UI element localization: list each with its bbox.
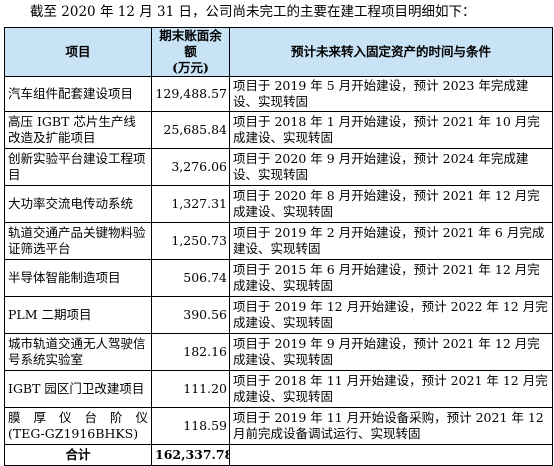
table-row: 轨道交通产品关键物料验证筛选平台 1,250.73 项目于 2019 年 2 月… — [4, 222, 553, 260]
total-row: 合计 162,337.78 — [4, 444, 553, 466]
table-row: 膜厚仪台阶仪 (TEG-GZ1916BHKS) 118.59 项目于 2019 … — [4, 407, 553, 445]
table-row: 半导体智能制造项目 506.74 项目于 2015 年 6 月开始建设，预计 2… — [4, 259, 553, 297]
project-condition: 项目于 2020 年 8 月开始建设，预计 2021 年 12 月完成建设、实现… — [229, 185, 553, 223]
total-condition-empty — [229, 444, 553, 466]
header-balance: 期末账面余额 (万元) — [151, 27, 230, 77]
project-name: 大功率交流电传动系统 — [4, 185, 152, 223]
table-row: IGBT 园区门卫改建项目 111.20 项目于 2018 年 11 月开始建设… — [4, 370, 553, 408]
header-project: 项目 — [4, 27, 152, 77]
total-amount: 162,337.78 — [151, 444, 230, 466]
project-amount: 390.56 — [151, 296, 230, 334]
project-name: 膜厚仪台阶仪 (TEG-GZ1916BHKS) — [4, 407, 152, 445]
project-amount: 111.20 — [151, 370, 230, 408]
project-condition: 项目于 2019 年 9 月开始建设，预计 2021 年 12 月完成建设、实现… — [229, 333, 553, 371]
project-condition: 项目于 2019 年 5 月开始建设，预计 2023 年完成建设、实现转固 — [229, 76, 553, 112]
project-name: 轨道交通产品关键物料验证筛选平台 — [4, 222, 152, 260]
header-condition: 预计未来转入固定资产的时间与条件 — [229, 27, 553, 77]
project-amount: 25,685.84 — [151, 111, 230, 149]
header-balance-line2: (万元) — [172, 60, 209, 75]
project-name: 创新实验平台建设工程项目 — [4, 148, 152, 186]
project-condition: 项目于 2019 年 2 月开始建设，预计 2021 年 6 月完成建设、实现转… — [229, 222, 553, 260]
total-label: 合计 — [4, 444, 152, 466]
project-name: PLM 二期项目 — [4, 296, 152, 334]
project-amount: 506.74 — [151, 259, 230, 297]
project-condition: 项目于 2018 年 11 月开始建设，预计 2021 年 12 月完成建设、实… — [229, 370, 553, 408]
project-condition: 项目于 2015 年 6 月开始建设，预计 2021 年 12 月完成建设、实现… — [229, 259, 553, 297]
project-name: 半导体智能制造项目 — [4, 259, 152, 297]
header-balance-line1: 期末账面余额 — [159, 28, 222, 60]
project-condition: 项目于 2019 年 11 月开始设备采购，预计 2021 年 12 月前完成设… — [229, 407, 553, 445]
table-row: 大功率交流电传动系统 1,327.31 项目于 2020 年 8 月开始建设，预… — [4, 185, 553, 223]
construction-projects-table: 项目 期末账面余额 (万元) 预计未来转入固定资产的时间与条件 汽车组件配套建设… — [4, 27, 553, 466]
table-row: 高压 IGBT 芯片生产线改造及扩能项目 25,685.84 项目于 2018 … — [4, 111, 553, 149]
table-row: 汽车组件配套建设项目 129,488.57 项目于 2019 年 5 月开始建设… — [4, 76, 553, 112]
project-amount: 1,327.31 — [151, 185, 230, 223]
project-name: 汽车组件配套建设项目 — [4, 76, 152, 112]
project-name-line2: (TEG-GZ1916BHKS) — [8, 426, 139, 441]
table-row: PLM 二期项目 390.56 项目于 2019 年 12 月开始建设，预计 2… — [4, 296, 553, 334]
table-header-row: 项目 期末账面余额 (万元) 预计未来转入固定资产的时间与条件 — [4, 27, 553, 77]
project-amount: 1,250.73 — [151, 222, 230, 260]
project-amount: 118.59 — [151, 407, 230, 445]
project-amount: 182.16 — [151, 333, 230, 371]
project-condition: 项目于 2020 年 9 月开始建设，预计 2024 年完成建设、实现转固 — [229, 148, 553, 186]
project-name: IGBT 园区门卫改建项目 — [4, 370, 152, 408]
project-amount: 129,488.57 — [151, 76, 230, 112]
project-name: 高压 IGBT 芯片生产线改造及扩能项目 — [4, 111, 152, 149]
project-name-line1: 膜厚仪台阶仪 — [8, 410, 148, 425]
project-condition: 项目于 2019 年 12 月开始建设，预计 2022 年 12 月完成建设、实… — [229, 296, 553, 334]
project-name: 城市轨道交通无人驾驶信号系统实验室 — [4, 333, 152, 371]
table-row: 创新实验平台建设工程项目 3,276.06 项目于 2020 年 9 月开始建设… — [4, 148, 553, 186]
table-row: 城市轨道交通无人驾驶信号系统实验室 182.16 项目于 2019 年 9 月开… — [4, 333, 553, 371]
intro-text: 截至 2020 年 12 月 31 日，公司尚未完工的主要在建工程项目明细如下： — [30, 4, 476, 20]
project-amount: 3,276.06 — [151, 148, 230, 186]
project-condition: 项目于 2018 年 1 月开始建设，预计 2021 年 10 月完成建设、实现… — [229, 111, 553, 149]
